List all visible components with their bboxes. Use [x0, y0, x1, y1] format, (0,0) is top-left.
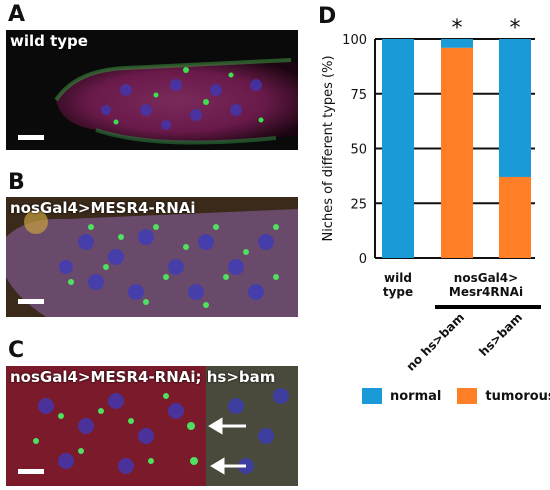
legend-label-normal: normal	[390, 388, 442, 404]
panel-b-label: nosGal4>MESR4-RNAi	[10, 199, 196, 217]
legend-item-normal: normal	[362, 388, 441, 404]
bar-segment-normal	[441, 39, 473, 48]
legend-swatch-tumorous	[457, 388, 478, 404]
y-tick-label: 25	[350, 197, 367, 212]
panel-a-label: wild type	[10, 32, 88, 50]
group-label-line2: Mesr4RNAi	[449, 285, 523, 299]
y-tick-label: 0	[359, 252, 367, 267]
y-tick-label: 75	[350, 88, 367, 103]
stacked-bar-chart: 0 25 50 75 100 Niches of different types (%)…	[321, 16, 541, 374]
category-label-no-hs-bam: no hs>bam	[404, 310, 468, 374]
category-label-wild-type: wild	[384, 271, 412, 285]
bar-segment-normal	[382, 39, 414, 258]
significance-markers: * *	[452, 16, 521, 41]
scale-bar-c	[18, 469, 44, 474]
chart-bars	[382, 39, 531, 259]
bar-segment-normal	[499, 39, 531, 177]
panel-letter-b: B	[8, 170, 25, 195]
micrograph-mesr4-rnai: nosGal4>MESR4-RNAi	[6, 197, 298, 317]
group-label-line1: nosGal4>	[454, 271, 518, 285]
y-axis-label: Niches of different types (%)	[321, 55, 336, 241]
micrograph-c-image	[6, 366, 298, 486]
legend-label-tumorous: tumorous	[485, 388, 550, 404]
category-label-wild-type-line2: type	[383, 285, 413, 299]
panel-c-label: nosGal4>MESR4-RNAi; hs>bam	[10, 368, 276, 386]
chart-legend: normal tumorous	[362, 388, 550, 404]
micrograph-b-image	[6, 197, 298, 317]
legend-swatch-normal	[362, 388, 382, 404]
y-axis-ticks: 0 25 50 75 100	[342, 33, 367, 267]
micrograph-wild-type: wild type	[6, 30, 298, 150]
scale-bar-b	[18, 299, 44, 304]
panel-letter-a: A	[8, 2, 26, 27]
category-label-hs-bam: hs>bam	[476, 310, 525, 359]
micrograph-a-image	[6, 30, 298, 150]
legend-item-tumorous: tumorous	[457, 388, 550, 404]
y-tick-label: 100	[342, 33, 367, 48]
bar-segment-tumorous	[441, 47, 473, 259]
scale-bar-a	[18, 135, 44, 140]
panel-letter-c: C	[8, 338, 25, 363]
y-tick-label: 50	[350, 143, 367, 158]
panel-letter-d: D	[318, 4, 337, 29]
bar-segment-tumorous	[499, 176, 531, 258]
significance-star: *	[452, 16, 463, 41]
significance-star: *	[510, 16, 521, 41]
micrograph-mesr4-rnai-hs-bam: nosGal4>MESR4-RNAi; hs>bam	[6, 366, 298, 486]
